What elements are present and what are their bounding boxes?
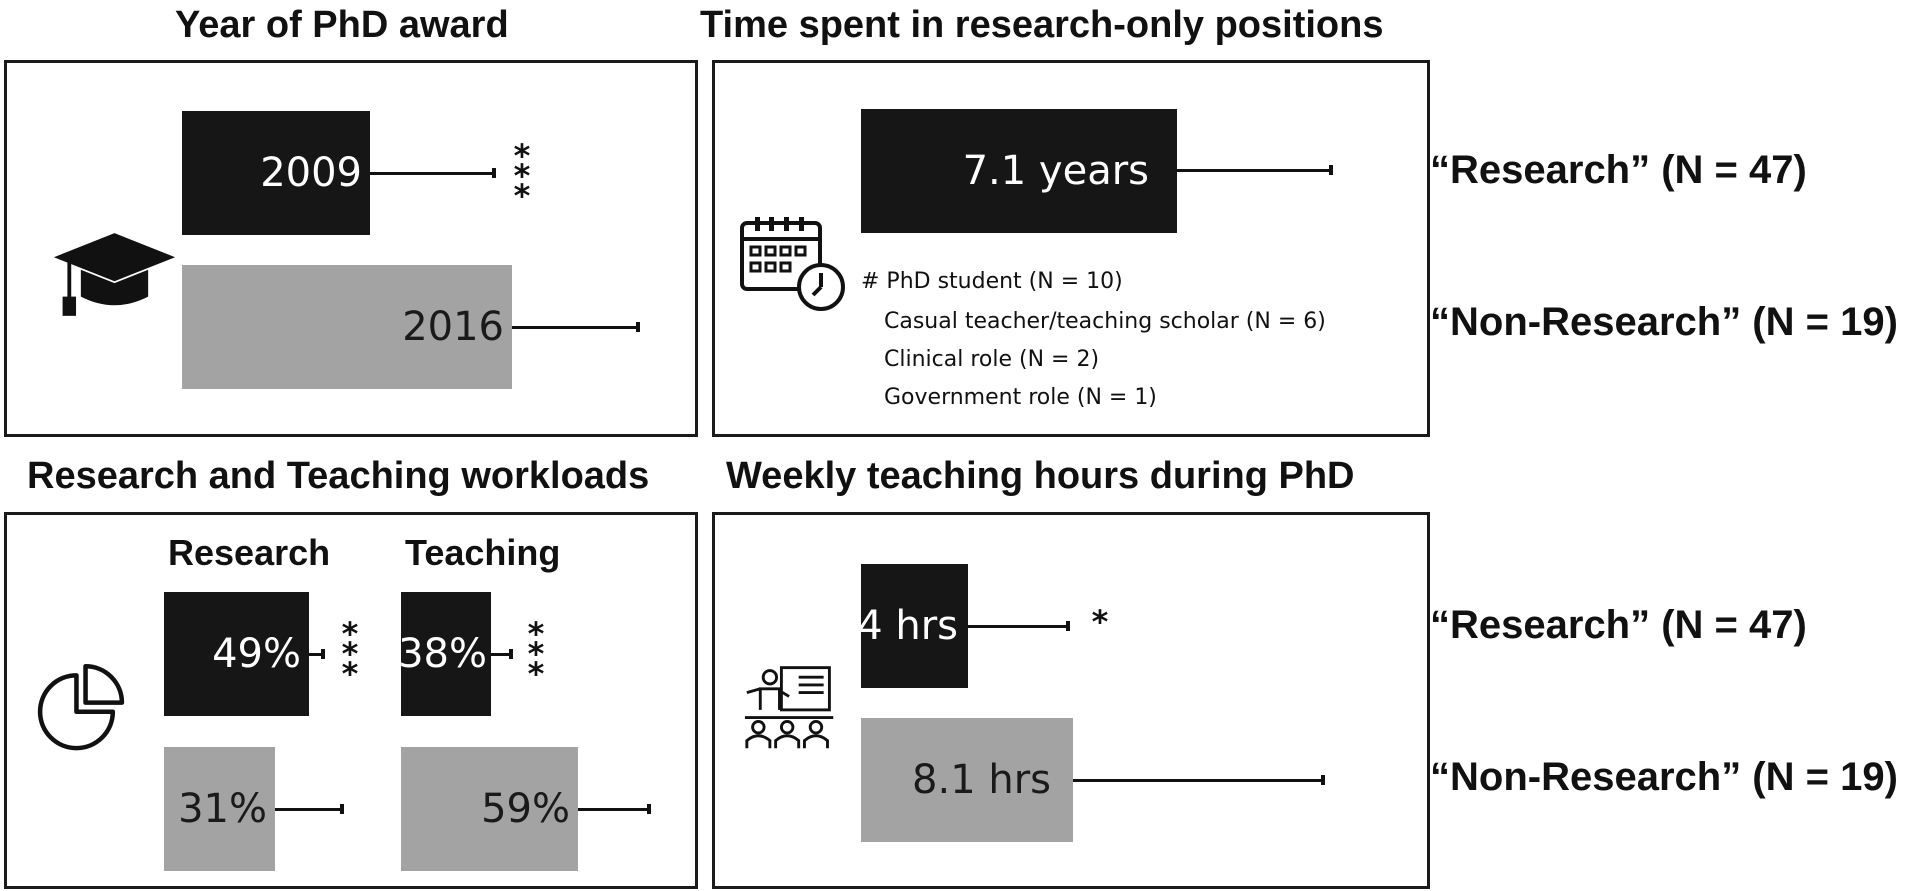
title-research-only: Time spent in research-only positions (700, 4, 1384, 46)
bar: 8.1 hrs (861, 718, 1073, 842)
error-bar (275, 808, 342, 811)
error-bar-cap (1329, 165, 1333, 175)
legend-nonresearch-top: “Non-Research” (N = 19) (1430, 300, 1898, 344)
error-bar (1177, 169, 1331, 172)
title-phd-award: Year of PhD award (175, 4, 509, 46)
bar-value-label: 2016 (402, 304, 504, 350)
bar-value-label: 49% (212, 631, 301, 677)
error-bar (512, 326, 638, 329)
bar: 7.1 years (861, 109, 1177, 233)
title-teaching-hours: Weekly teaching hours during PhD (726, 455, 1355, 497)
error-bar-cap (492, 168, 496, 178)
title-workloads: Research and Teaching workloads (27, 455, 650, 497)
legend-research-bottom: “Research” (N = 47) (1430, 603, 1807, 647)
significance-marker: * * * (512, 137, 532, 215)
bar-value-label: 4 hrs (857, 603, 958, 649)
error-bar (1073, 779, 1323, 782)
footnote-government-role: Government role (N = 1) (884, 385, 1157, 410)
error-bar-cap (1321, 775, 1325, 785)
graduation-cap-icon (53, 233, 176, 316)
teacher-classroom-icon (744, 666, 834, 749)
bar: 59% (401, 747, 578, 871)
legend-nonresearch-bottom: “Non-Research” (N = 19) (1430, 755, 1898, 799)
bar-value-label: 8.1 hrs (912, 757, 1051, 803)
bar: 31% (164, 747, 275, 871)
error-bar-cap (647, 804, 651, 814)
bar: 2016 (182, 265, 512, 389)
footnote-clinical-role: Clinical role (N = 2) (884, 347, 1100, 372)
calendar-clock-icon (740, 217, 845, 311)
panel-phd-award: 2009 * * * 2016 (4, 60, 698, 437)
panel-workloads: Research Teaching 49% * * * 38% * * * 31% 59… (4, 512, 698, 889)
footnote-phd-student: # PhD student (N = 10) (861, 269, 1123, 294)
panel-research-only: 7.1 years # PhD student (N = 10) Casual … (712, 60, 1430, 437)
group-label-teaching: Teaching (405, 532, 561, 573)
significance-marker: * (1090, 603, 1110, 641)
error-bar-cap (321, 649, 325, 659)
error-bar-cap (1066, 621, 1070, 631)
legend-research-top: “Research” (N = 47) (1430, 148, 1807, 192)
bar: 4 hrs (857, 564, 968, 688)
footnote-casual-teacher: Casual teacher/teaching scholar (N = 6) (884, 309, 1326, 334)
bar-value-label: 2009 (260, 150, 362, 196)
error-bar-cap (340, 804, 344, 814)
bar-value-label: 7.1 years (962, 148, 1149, 194)
error-bar (370, 172, 494, 175)
error-bar (968, 625, 1068, 628)
error-bar (578, 808, 649, 811)
bar: 49% (164, 592, 309, 716)
error-bar-cap (636, 322, 640, 332)
error-bar (309, 653, 323, 656)
significance-marker: * * * (526, 615, 546, 693)
bar-value-label: 38% (398, 631, 487, 677)
bar-value-label: 59% (481, 786, 570, 832)
error-bar-cap (509, 649, 513, 659)
group-label-research: Research (168, 532, 331, 573)
significance-marker: * * * (340, 615, 360, 693)
error-bar (491, 653, 511, 656)
bar: 38% (398, 592, 491, 716)
panel-teaching-hours: 4 hrs * 8.1 hrs (712, 512, 1430, 889)
bar: 2009 (182, 111, 370, 235)
pie-chart-icon (37, 664, 125, 751)
bar-value-label: 31% (178, 786, 267, 832)
